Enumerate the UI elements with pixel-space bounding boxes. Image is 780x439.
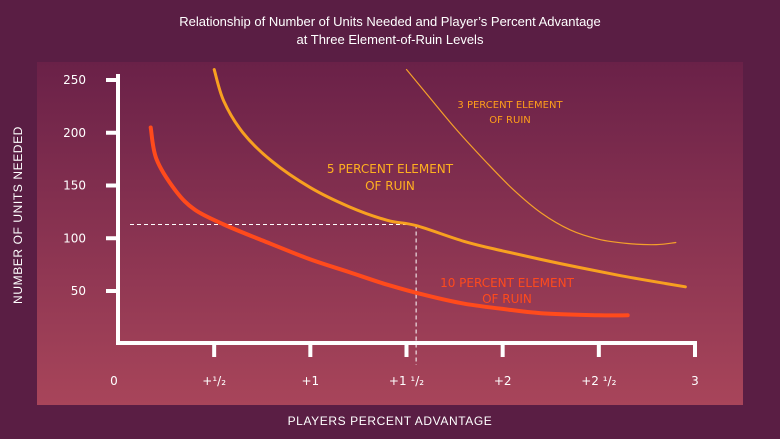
chart-title-line-2: at Three Element-of-Ruin Levels — [297, 32, 484, 47]
y-axis-label: NUMBER OF UNITS NEEDED — [11, 126, 25, 304]
y-tick-label: 250 — [63, 73, 86, 87]
series-label-10-percent: 10 PERCENT ELEMENT — [440, 276, 574, 290]
y-tick-label: 200 — [63, 126, 86, 140]
series-line-10-percent — [148, 125, 630, 318]
x-tick-label: 3 — [691, 374, 699, 388]
x-tick-label: 0 — [110, 374, 118, 388]
x-tick-label: +¹/₂ — [202, 374, 226, 388]
series-label-10-percent: OF RUIN — [482, 292, 532, 306]
series-line-5-percent — [212, 68, 687, 289]
chart-title-line-1: Relationship of Number of Units Needed a… — [179, 14, 601, 29]
series-label-5-percent: 5 PERCENT ELEMENT — [327, 162, 454, 176]
x-axis-label: PLAYERS PERCENT ADVANTAGE — [288, 414, 493, 428]
x-tick-label: +1 ¹/₂ — [389, 374, 424, 388]
x-tick-label: +2 ¹/₂ — [581, 374, 616, 388]
series-label-3-percent: OF RUIN — [489, 115, 531, 126]
y-tick-label: 150 — [63, 179, 86, 193]
plot-panel — [37, 62, 743, 405]
series-label-3-percent: 3 PERCENT ELEMENT — [457, 100, 563, 111]
x-tick-label: +1 — [301, 374, 319, 388]
y-tick-label: 100 — [63, 231, 86, 245]
x-tick-label: +2 — [494, 374, 512, 388]
series-label-5-percent: OF RUIN — [365, 179, 415, 193]
y-tick-label: 50 — [71, 284, 86, 298]
series-line-3-percent — [405, 68, 677, 246]
